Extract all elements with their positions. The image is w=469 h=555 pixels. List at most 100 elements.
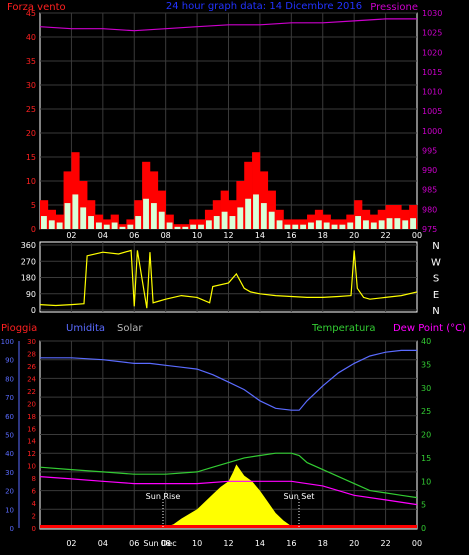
y-left-tick-label: 60	[5, 413, 14, 421]
wind-bar	[354, 200, 363, 229]
wind-avg-bar	[166, 222, 173, 229]
wind-avg-bar	[72, 194, 79, 229]
wind-bar	[47, 209, 57, 229]
wind-bar	[204, 209, 214, 229]
y-left-tick-label: 20	[26, 129, 36, 138]
x-tick-label: 10	[192, 539, 202, 548]
y-mid-tick-label: 6	[32, 488, 37, 496]
wind-avg-bar	[56, 222, 63, 229]
wind-avg-bar	[402, 220, 409, 229]
rain-label: Pioggia	[1, 323, 37, 334]
compass-label: S	[433, 274, 439, 285]
wind-bar	[291, 219, 300, 229]
dewpoint-line	[39, 476, 418, 506]
compass-label: E	[433, 290, 439, 301]
wind-bar	[189, 219, 198, 229]
wind-bar	[173, 224, 182, 229]
wind-avg-bar	[190, 224, 197, 229]
y-left-tick-label: 10	[26, 177, 36, 186]
x-tick-label: 08	[161, 539, 171, 548]
wind-avg-bar	[221, 211, 228, 229]
wind-avg-bar	[245, 198, 252, 229]
wind-avg-bar	[363, 220, 369, 229]
y-mid-tick-label: 20	[27, 400, 36, 408]
x-tick-label: 18	[318, 539, 328, 548]
wind-axis-label: Forza vento	[7, 2, 66, 13]
wind-bar	[110, 214, 119, 229]
y-left-tick-label: 0	[31, 225, 36, 234]
y-mid-tick-label: 28	[27, 350, 36, 358]
wind-avg-bar	[386, 218, 393, 229]
wind-bar	[252, 152, 261, 229]
x-tick-label: 04	[98, 231, 108, 240]
sun-dec-label: Sun Dec	[143, 539, 176, 548]
wind-bar	[362, 209, 371, 229]
wind-series	[40, 152, 418, 229]
panel1-right-ticks: 975 980 985 990 995 1000 1005 1010 1015 1020 1025 1…	[422, 9, 442, 234]
wind-avg-bar	[127, 224, 134, 229]
wind-avg-bar	[300, 224, 307, 229]
wind-bar	[314, 209, 324, 229]
y-right-tick-label: 40	[421, 337, 431, 346]
x-tick-label: 20	[349, 231, 359, 240]
y-left-tick-label: 0	[10, 525, 14, 533]
y-right-tick-label: 995	[422, 146, 437, 155]
x-tick-label: 16	[286, 231, 296, 240]
y-left-tick-label: 90	[26, 290, 36, 299]
wind-avg-bar	[48, 220, 55, 229]
wind-bar	[87, 200, 96, 229]
y-left-tick-label: 270	[21, 257, 36, 266]
y-left-tick-label: 45	[26, 9, 36, 18]
x-tick-label: 06	[129, 231, 139, 240]
y-right-tick-label: 1000	[422, 127, 442, 136]
x-tick-label: 22	[380, 231, 390, 240]
y-left-tick-label: 90	[5, 357, 14, 365]
pressure-line	[39, 18, 417, 32]
y-mid-tick-label: 30	[27, 338, 36, 346]
wind-avg-bar	[355, 216, 362, 229]
panel3-right-ticks: 0 5 10 15 20 25 30 35 40	[421, 337, 431, 533]
x-tick-label: 12	[223, 539, 233, 548]
wind-bar	[197, 219, 206, 229]
x-tick-label: 04	[98, 539, 108, 548]
sunset-label: Sun Set	[284, 492, 315, 501]
y-right-tick-label: 1020	[422, 48, 442, 57]
wind-bar	[283, 219, 292, 229]
y-left-tick-label: 15	[26, 153, 36, 162]
wind-bar	[369, 214, 379, 229]
wind-bar	[149, 171, 159, 229]
wind-avg-bar	[253, 194, 259, 229]
y-left-tick-label: 40	[26, 33, 36, 42]
wind-avg-bar	[394, 218, 401, 229]
solar-area	[162, 464, 300, 528]
wind-avg-bar	[378, 220, 385, 229]
y-right-tick-label: 0	[421, 524, 426, 533]
wind-avg-bar	[41, 216, 47, 229]
y-left-tick-label: 0	[31, 306, 36, 315]
panel3-x-ticks: 02 04 06 08 10 12 14 16 18 20 22 00	[66, 539, 422, 548]
y-right-tick-label: 5	[421, 501, 426, 510]
y-right-tick-label: 1010	[422, 88, 442, 97]
y-right-tick-label: 25	[421, 407, 431, 416]
y-right-tick-label: 10	[421, 477, 431, 486]
wind-bar	[385, 205, 394, 229]
wind-avg-bar	[158, 211, 165, 229]
wind-bar	[220, 190, 229, 229]
wind-bar	[338, 219, 347, 229]
y-left-tick-label: 35	[26, 57, 36, 66]
wind-avg-bar	[237, 207, 244, 229]
y-mid-tick-label: 26	[27, 363, 36, 371]
y-left-tick-label: 20	[5, 488, 14, 496]
y-right-tick-label: 20	[421, 431, 431, 440]
wind-avg-bar	[88, 216, 94, 229]
wind-bar	[40, 200, 49, 229]
y-mid-tick-label: 22	[27, 388, 36, 396]
wind-avg-bar	[347, 222, 354, 229]
wind-bar	[118, 224, 127, 229]
wind-bar	[409, 205, 418, 229]
x-tick-label: 18	[318, 231, 328, 240]
humidity-temp-panel: Sun Rise Sun Set 0102030405060708090100 …	[1, 323, 466, 548]
